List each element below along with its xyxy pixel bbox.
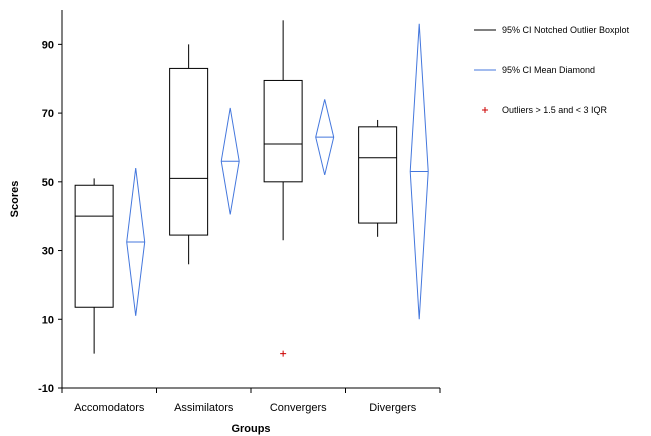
diamond (220, 107, 240, 215)
mean-diamond-convergers (315, 99, 335, 176)
y-axis-label: Scores (9, 181, 21, 218)
x-tick-label: Accomodators (74, 402, 145, 414)
mean-diamond-accomodators (126, 168, 146, 316)
diamond (126, 168, 146, 316)
y-tick-label: 70 (42, 108, 54, 120)
y-tick-label: -10 (38, 383, 54, 395)
mean-diamonds (126, 23, 429, 320)
legend: 95% CI Notched Outlier Boxplot 95% CI Mea… (474, 25, 630, 115)
diamond (315, 99, 335, 176)
boxplot-convergers (263, 20, 303, 241)
mean-diamond-assimilators (220, 107, 240, 215)
boxplot-accomodators (74, 178, 114, 354)
legend-item: 95% CI Mean Diamond (474, 65, 595, 75)
outlier-points (280, 350, 287, 357)
outlier-point (280, 350, 287, 357)
box (263, 79, 303, 183)
boxplot-assimilators (169, 44, 209, 265)
box (169, 67, 209, 236)
x-tick-label: Convergers (270, 402, 327, 414)
x-ticks: Accomodators Assimilators Convergers Diverg… (61, 388, 441, 414)
boxplots (74, 20, 398, 354)
legend-label: 95% CI Mean Diamond (502, 65, 595, 75)
diamond (409, 23, 429, 320)
y-tick-label: 50 (42, 177, 54, 189)
x-tick-label: Assimilators (174, 402, 234, 414)
mean-diamond-divergers (409, 23, 429, 320)
x-axis-label: Groups (231, 423, 270, 435)
y-tick-label: 10 (42, 314, 54, 326)
legend-label: Outliers > 1.5 and < 3 IQR (502, 105, 608, 115)
legend-label: 95% CI Notched Outlier Boxplot (502, 25, 630, 35)
box (74, 184, 114, 308)
y-ticks: -10 10 30 50 70 90 (38, 39, 62, 395)
box (358, 126, 398, 224)
x-tick-label: Divergers (369, 402, 417, 414)
boxplot-divergers (358, 119, 398, 237)
y-tick-label: 90 (42, 39, 54, 51)
plot-area: -10 10 30 50 70 90 Accomodators Assimilators Co… (38, 10, 441, 414)
legend-item: 95% CI Notched Outlier Boxplot (474, 25, 630, 35)
y-tick-label: 30 (42, 246, 54, 258)
legend-item: Outliers > 1.5 and < 3 IQR (482, 105, 608, 115)
